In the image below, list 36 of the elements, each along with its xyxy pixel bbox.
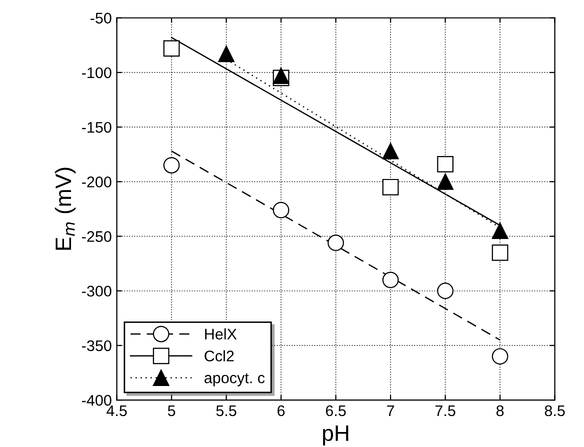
x-tick-label: 5.5: [216, 405, 236, 416]
y-tick-label: -350: [82, 340, 112, 352]
point: [437, 156, 454, 172]
x-axis-title: pH: [323, 426, 348, 446]
point: [163, 157, 180, 174]
point: [492, 348, 508, 365]
x-tick-label: 8: [496, 405, 504, 416]
x-tick-label: 6: [278, 405, 285, 416]
y-tick-label: -300: [82, 286, 112, 297]
point: [163, 40, 180, 57]
y-tick-label: -50: [90, 12, 112, 24]
legend-label: apocyt. c: [204, 373, 265, 386]
legend-label: HelX: [205, 328, 237, 340]
x-tick-label: 7.5: [435, 405, 456, 416]
legend-label: Ccl2: [204, 350, 234, 362]
point: [272, 202, 290, 218]
point: [328, 234, 344, 252]
x-tick-label: 6.5: [326, 405, 346, 416]
point: [382, 178, 399, 196]
point: [382, 272, 399, 288]
point: [437, 173, 454, 190]
y-tick-label: -400: [82, 394, 112, 406]
y-tick-label: -100: [82, 67, 112, 78]
x-tick-label: 8.5: [544, 405, 565, 416]
y-tick-label: -150: [82, 122, 112, 133]
point: [492, 244, 508, 261]
y-tick-label: -250: [82, 231, 112, 242]
x-tick-label: 5: [168, 405, 176, 416]
point: [218, 46, 234, 62]
y-axis-title: E$_{m}$ (mV): [54, 168, 76, 250]
point: [437, 282, 454, 300]
y-tick-label: -200: [82, 176, 112, 188]
x-tick-label: 7: [387, 405, 394, 416]
point: [382, 142, 399, 160]
point: [492, 222, 508, 240]
x-tick-label: 4.5: [106, 405, 127, 416]
